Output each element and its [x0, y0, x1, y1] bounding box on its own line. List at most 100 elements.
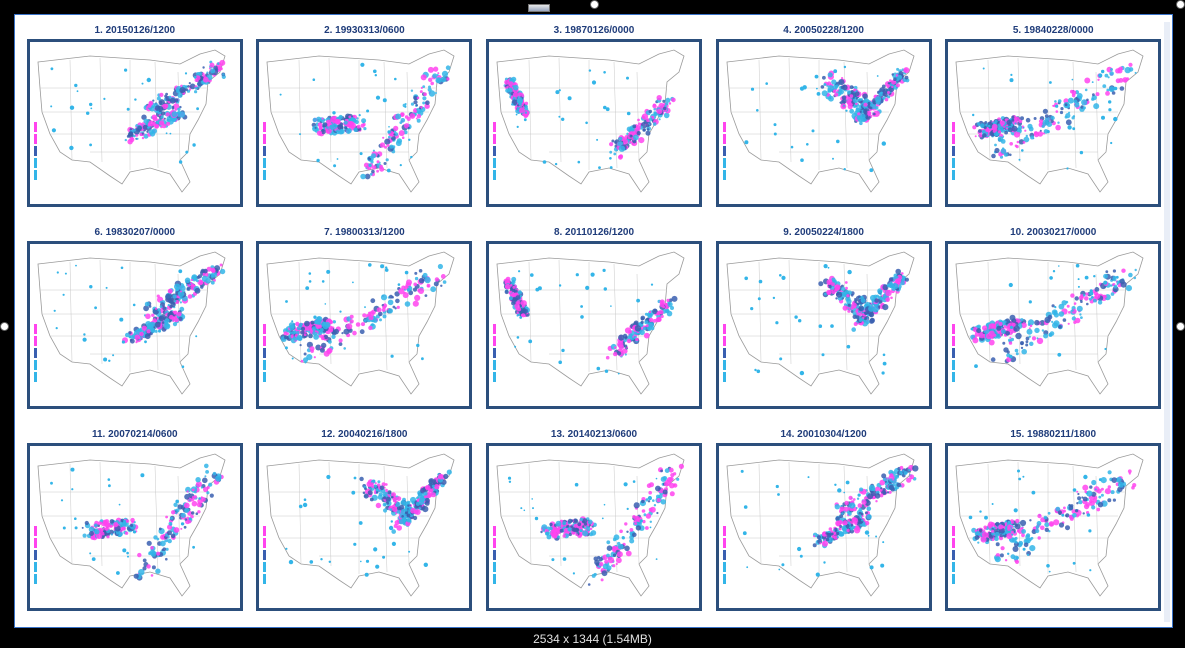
map-outline [726, 49, 915, 193]
state-boundary [558, 57, 562, 163]
snowfall-mark [397, 283, 401, 286]
snowfall-mark [549, 526, 553, 531]
snowfall-mark [516, 104, 520, 107]
snowfall-mark [516, 314, 519, 317]
snowfall-mark [387, 168, 392, 173]
snowfall-mark [558, 115, 561, 118]
snowfall-mark [598, 557, 603, 562]
snowfall-mark [405, 301, 411, 307]
state-boundary [69, 261, 73, 363]
snowfall-mark [847, 511, 852, 516]
snowfall-mark [603, 287, 607, 291]
legend-swatch [263, 372, 267, 382]
snowfall-mark [646, 118, 650, 123]
snowfall-mark [990, 120, 993, 122]
snowfall-mark [1075, 263, 1080, 268]
snowfall-mark [562, 534, 566, 538]
snowfall-mark [1052, 270, 1056, 273]
snowfall-map [485, 39, 702, 207]
panel-title: 5. 19840228/0000 [1012, 25, 1094, 36]
snowfall-mark [1060, 110, 1064, 115]
snowfall-mark [623, 482, 628, 487]
snowfall-mark [869, 565, 874, 570]
snowfall-mark [1013, 525, 1016, 528]
snowfall-mark [193, 495, 197, 499]
snowfall-mark [194, 335, 197, 338]
snowfall-mark [435, 277, 440, 282]
snowfall-mark [184, 72, 187, 75]
snowfall-mark [422, 96, 427, 101]
snowfall-mark [561, 348, 565, 353]
snowfall-mark [618, 154, 624, 159]
snowfall-mark [1088, 529, 1092, 533]
snowfall-mark [1134, 268, 1138, 272]
snowfall-mark [662, 489, 668, 495]
snowfall-mark [154, 307, 158, 310]
snowfall-mark [868, 168, 873, 173]
snowfall-mark [374, 74, 378, 77]
snowfall-mark [365, 572, 370, 577]
snowfall-mark [888, 277, 893, 282]
snowfall-mark [335, 118, 341, 125]
snowfall-mark [180, 527, 183, 530]
snowfall-mark [868, 484, 875, 492]
state-boundary [987, 261, 991, 363]
snowfall-mark [981, 129, 986, 134]
legend-swatch [492, 526, 496, 536]
snowfall-mark [648, 310, 652, 314]
snowfall-panel: 13. 20140213/0600 [483, 426, 705, 622]
snowfall-mark [124, 138, 127, 142]
snowfall-mark [843, 168, 846, 171]
snowfall-mark [845, 298, 852, 305]
resize-handle-top[interactable] [590, 0, 599, 9]
snowfall-mark [388, 126, 391, 128]
snowfall-mark [177, 504, 183, 510]
legend-swatch [722, 348, 726, 358]
snowfall-mark [435, 77, 442, 84]
snowfall-mark [899, 280, 905, 286]
snowfall-mark [844, 109, 848, 112]
snowfall-mark [189, 83, 196, 90]
snowfall-mark [291, 320, 294, 323]
resize-handle-top-right[interactable] [1176, 0, 1185, 9]
snowfall-mark [645, 513, 652, 519]
snowfall-mark [1068, 503, 1071, 507]
snowfall-mark [896, 74, 902, 80]
snowfall-mark [617, 543, 624, 550]
snowfall-mark [321, 342, 327, 349]
snowfall-mark [818, 542, 822, 545]
snowfall-mark [1040, 525, 1045, 531]
snowfall-mark [646, 124, 650, 128]
snowfall-mark [193, 90, 197, 94]
snowfall-mark [125, 519, 129, 523]
snowfall-mark [346, 129, 352, 134]
snowfall-mark [642, 326, 647, 331]
snowfall-mark [158, 316, 162, 320]
snowfall-mark [440, 284, 443, 287]
panel-title: 7. 19800313/1200 [324, 227, 405, 238]
state-boundary [558, 259, 562, 365]
snowfall-mark [383, 508, 388, 513]
resize-handle-right[interactable] [1176, 322, 1185, 331]
snowfall-mark [823, 264, 828, 269]
snowfall-mark [1001, 329, 1006, 334]
snowfall-mark [428, 478, 435, 485]
snowfall-mark [805, 143, 809, 146]
snowfall-mark [400, 118, 406, 123]
snowfall-mark [642, 519, 646, 524]
legend-swatch [263, 170, 267, 180]
snowfall-mark [581, 520, 585, 524]
snowfall-mark [507, 476, 512, 480]
resize-handle-left[interactable] [0, 322, 9, 331]
snowfall-mark [1086, 490, 1093, 497]
snowfall-mark [155, 120, 159, 125]
snowfall-mark [419, 107, 422, 110]
snowfall-mark [360, 329, 365, 335]
snowfall-mark [69, 105, 74, 110]
snowfall-map [256, 443, 473, 611]
snowfall-mark [534, 516, 539, 521]
snowfall-mark [764, 82, 768, 85]
snowfall-mark [358, 114, 362, 117]
snowfall-mark [640, 499, 645, 504]
snowfall-mark [866, 111, 871, 116]
